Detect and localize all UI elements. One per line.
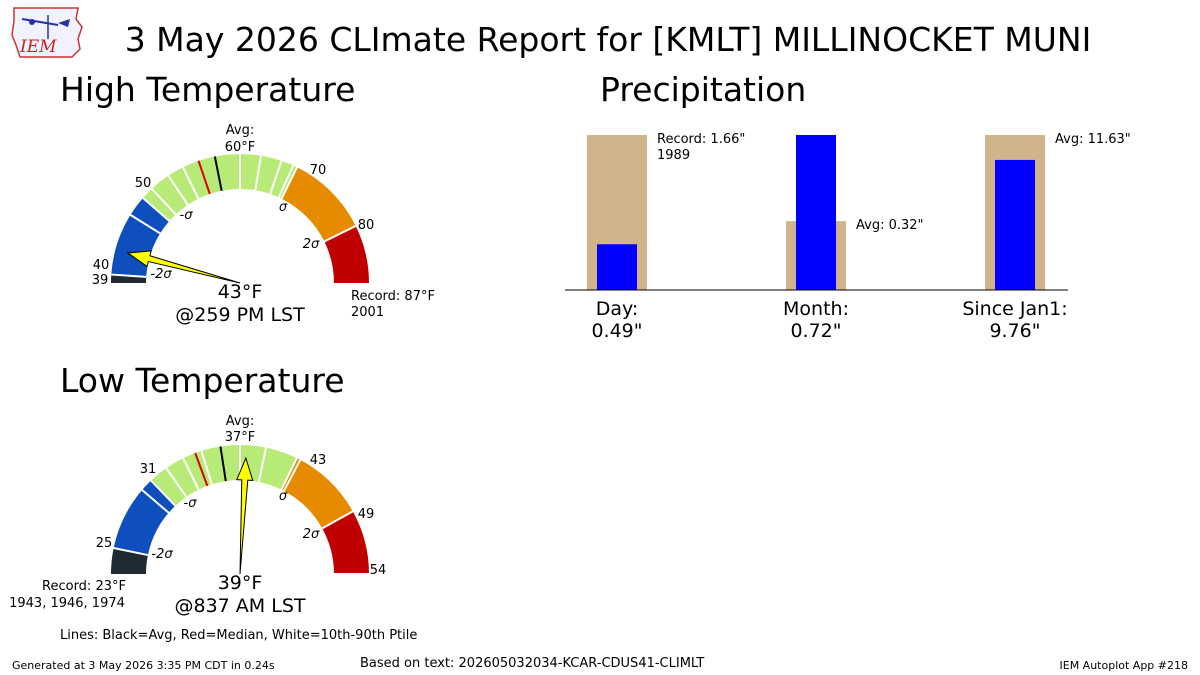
low-record-years: 1943, 1946, 1974 bbox=[9, 596, 125, 611]
low-percentile-line-2 bbox=[182, 457, 200, 491]
high-boundary-line-3 bbox=[323, 225, 357, 243]
high-sigma-m2: -2σ bbox=[150, 267, 172, 282]
page-title: 3 May 2026 CLImate Report for [KMLT] MIL… bbox=[124, 20, 1092, 59]
low-avg-label: Avg: bbox=[226, 414, 254, 429]
high-percentile-line-7 bbox=[277, 165, 295, 198]
high-percentile-line-3 bbox=[182, 166, 200, 200]
low-avg-line bbox=[219, 446, 227, 482]
high-sigma-m1: -σ bbox=[180, 208, 194, 223]
high-avg-line bbox=[213, 156, 223, 192]
high-percentile-line-0 bbox=[129, 214, 161, 235]
low-observed-time: @837 AM LST bbox=[175, 595, 306, 617]
precip-obs-bar-1 bbox=[796, 135, 836, 290]
low-percentile-line-1 bbox=[165, 467, 188, 498]
low-boundary-line-3 bbox=[321, 510, 354, 530]
high-tick-70: 70 bbox=[310, 163, 327, 178]
high-tick-50: 50 bbox=[135, 176, 152, 191]
precip-category-2: Since Jan1: bbox=[962, 298, 1067, 320]
precip-annotation-year-0: 1989 bbox=[657, 148, 690, 163]
low-tick-25: 25 bbox=[96, 536, 113, 551]
low-sigma-m1: -σ bbox=[184, 496, 198, 511]
low-sigma-p2: 2σ bbox=[303, 527, 320, 542]
precip-obs-bar-2 bbox=[995, 159, 1035, 290]
legend-note: Lines: Black=Avg, Red=Median, White=10th… bbox=[60, 628, 418, 643]
low-percentile-line-5 bbox=[257, 447, 267, 483]
high-band-3 bbox=[281, 167, 356, 242]
high-temperature-title: High Temperature bbox=[60, 70, 356, 109]
low-avg-value: 37°F bbox=[225, 430, 256, 445]
high-sigma-p1: σ bbox=[279, 200, 288, 215]
high-observed-time: @259 PM LST bbox=[175, 304, 305, 326]
precip-obs-bar-0 bbox=[597, 244, 637, 290]
precip-category-0: Day: bbox=[596, 298, 639, 320]
low-tick-49: 49 bbox=[358, 507, 375, 522]
high-tick-80: 80 bbox=[358, 218, 375, 233]
high-tick-39: 39 bbox=[92, 273, 109, 288]
high-boundary-line-0 bbox=[111, 273, 147, 278]
low-percentile-line-0 bbox=[141, 489, 170, 514]
low-record-label: Record: 23°F bbox=[42, 579, 126, 594]
high-record-years: 2001 bbox=[351, 305, 384, 320]
low-boundary-line-1 bbox=[150, 479, 176, 507]
low-band-0 bbox=[111, 548, 148, 574]
high-percentile-line-2 bbox=[167, 175, 189, 206]
precip-annotation-2: Avg: 11.63" bbox=[1055, 132, 1131, 147]
precipitation-title: Precipitation bbox=[600, 70, 807, 109]
precip-value-2: 9.76" bbox=[989, 320, 1040, 342]
high-percentile-line-6 bbox=[269, 160, 283, 195]
precip-category-1: Month: bbox=[783, 298, 849, 320]
low-observed-value: 39°F bbox=[218, 572, 263, 594]
low-observed-arrow bbox=[236, 456, 254, 575]
low-sigma-m2: -2σ bbox=[151, 547, 173, 562]
high-record-label: Record: 87°F bbox=[351, 289, 435, 304]
precip-annotation-0: Record: 1.66" bbox=[657, 132, 745, 147]
high-band-4 bbox=[324, 225, 369, 283]
high-avg-label: Avg: bbox=[226, 123, 254, 138]
precip-annotation-1: Avg: 0.32" bbox=[856, 218, 924, 233]
low-percentile-line-6 bbox=[283, 459, 302, 492]
low-band-1 bbox=[113, 480, 176, 556]
svg-text:IEM: IEM bbox=[19, 37, 57, 57]
high-median-line bbox=[197, 160, 211, 195]
precip-value-1: 0.72" bbox=[790, 320, 841, 342]
low-tick-43: 43 bbox=[310, 453, 327, 468]
high-tick-40: 40 bbox=[93, 258, 110, 273]
high-boundary-line-1 bbox=[142, 197, 170, 222]
low-band-4 bbox=[322, 511, 369, 574]
low-tick-31: 31 bbox=[140, 462, 157, 477]
high-boundary-line-2 bbox=[280, 166, 298, 200]
high-band-1 bbox=[111, 197, 170, 277]
low-band-3 bbox=[281, 458, 353, 529]
low-percentile-line-3 bbox=[200, 450, 213, 485]
high-observed-arrow bbox=[126, 250, 241, 284]
low-boundary-line-0 bbox=[113, 547, 149, 557]
generated-timestamp: Generated at 3 May 2026 3:35 PM CDT in 0… bbox=[12, 659, 275, 672]
high-sigma-p2: 2σ bbox=[303, 237, 320, 252]
low-temperature-title: Low Temperature bbox=[60, 361, 345, 400]
low-sigma-p1: σ bbox=[279, 489, 288, 504]
app-label: IEM Autoplot App #218 bbox=[1059, 659, 1189, 672]
precip-value-0: 0.49" bbox=[591, 320, 642, 342]
low-median-line bbox=[194, 452, 209, 487]
high-percentile-line-1 bbox=[151, 188, 177, 216]
high-observed-value: 43°F bbox=[218, 281, 263, 303]
low-tick-54: 54 bbox=[370, 563, 387, 578]
high-avg-value: 60°F bbox=[225, 140, 256, 155]
source-text: Based on text: 202605032034-KCAR-CDUS41-… bbox=[360, 656, 705, 671]
low-boundary-line-2 bbox=[280, 457, 298, 491]
iem-logo: IEM bbox=[11, 7, 83, 58]
high-percentile-line-5 bbox=[254, 155, 263, 191]
